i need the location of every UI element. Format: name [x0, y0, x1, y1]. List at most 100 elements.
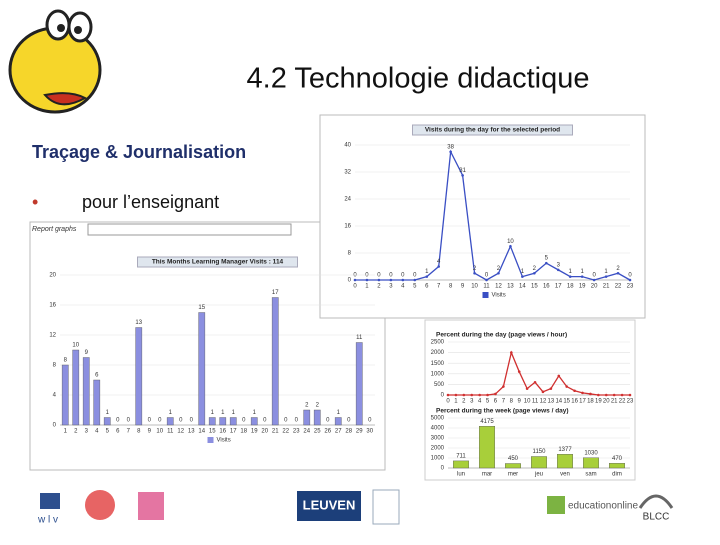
x-tick-label: 25: [314, 429, 321, 435]
value-label: 0: [389, 273, 393, 279]
x-tick-label: 2: [377, 284, 381, 290]
value-label: 0: [592, 273, 596, 279]
frame: [424, 319, 636, 481]
value-label: 1: [569, 269, 573, 275]
footer-logo: BLCC: [643, 512, 670, 523]
x-tick-label: dim: [612, 472, 622, 478]
point: [533, 271, 536, 275]
bar: [531, 456, 548, 469]
logo: [8, 9, 102, 114]
legend-swatch: [207, 437, 214, 443]
x-tick-label: 27: [335, 429, 342, 435]
x-tick-label: 9: [461, 284, 465, 290]
x-tick-label: mer: [508, 472, 518, 478]
chart-title: Percent during the day (page views / hou…: [436, 332, 567, 339]
y-tick-label: 4: [53, 393, 57, 399]
value-label: 17: [272, 290, 279, 296]
y-tick-label: 0: [348, 278, 352, 284]
x-tick-label: 3: [85, 429, 89, 435]
value-label: 1377: [558, 447, 572, 453]
value-label: 1: [521, 269, 525, 275]
bar: [103, 417, 111, 426]
x-tick-label: 11: [532, 399, 539, 405]
value-label: 0: [365, 273, 369, 279]
logo-icon: [85, 490, 115, 520]
chart-title: Percent during the week (page views / da…: [436, 408, 569, 415]
value-label: 9: [85, 350, 89, 356]
point: [377, 278, 381, 282]
x-tick-label: 20: [603, 399, 610, 405]
x-tick-label: 22: [282, 429, 289, 435]
x-tick-label: 26: [324, 429, 331, 435]
bar: [135, 327, 143, 426]
bar: [583, 457, 600, 469]
bar: [219, 417, 227, 426]
value-label: 8: [64, 358, 68, 364]
x-tick-label: 16: [543, 284, 550, 290]
x-tick-label: 11: [167, 429, 174, 435]
x-tick-label: 16: [571, 399, 578, 405]
x-tick-label: 10: [471, 284, 478, 290]
value-label: 1: [106, 410, 110, 416]
value-label: 0: [284, 418, 288, 424]
bar: [61, 364, 69, 426]
value-label: 0: [127, 418, 131, 424]
point: [616, 271, 620, 275]
x-tick-label: ven: [560, 472, 570, 478]
x-tick-label: 0: [353, 284, 357, 290]
value-label: 2: [497, 266, 501, 272]
x-tick-label: 13: [188, 429, 195, 435]
bar: [271, 297, 279, 426]
point: [486, 393, 489, 397]
point: [545, 261, 548, 265]
legend-label: Visits: [492, 293, 506, 299]
x-tick-label: 14: [198, 429, 205, 435]
y-tick-label: 3000: [431, 436, 445, 442]
bar: [505, 463, 522, 469]
value-label: 0: [158, 418, 162, 424]
x-tick-label: 1: [454, 399, 458, 405]
logo-icon: [40, 493, 60, 509]
series-line: [355, 149, 631, 281]
bar: [334, 417, 342, 426]
y-tick-label: 0: [441, 466, 445, 472]
value-label: 0: [413, 273, 417, 279]
y-tick-label: 4000: [431, 426, 445, 432]
value-label: 1: [221, 410, 225, 416]
x-tick-label: 1: [64, 429, 68, 435]
point: [620, 393, 624, 397]
point: [565, 385, 568, 388]
y-tick-label: 1500: [431, 361, 445, 367]
point: [581, 391, 584, 395]
value-label: 1: [211, 410, 215, 416]
title-bg: [412, 124, 573, 136]
point: [502, 385, 505, 388]
x-tick-label: 22: [615, 284, 622, 290]
y-tick-label: 8: [348, 251, 352, 257]
x-tick-label: 8: [449, 284, 453, 290]
point: [470, 393, 474, 397]
x-tick-label: 18: [567, 284, 574, 290]
value-label: 38: [447, 144, 454, 150]
x-tick-label: 6: [425, 284, 429, 290]
value-label: 2: [473, 266, 477, 272]
point: [580, 275, 584, 278]
bar: [229, 417, 237, 426]
x-tick-label: 7: [437, 284, 441, 290]
y-tick-label: 0: [53, 423, 57, 429]
x-tick-label: 21: [272, 429, 279, 435]
footer-logo: w l v: [37, 515, 58, 526]
select-box[interactable]: [87, 223, 292, 236]
x-tick-label: 5: [486, 399, 490, 405]
value-label: 0: [401, 273, 405, 279]
title-bg: [137, 256, 298, 268]
x-tick-label: 4: [478, 399, 482, 405]
x-tick-label: 12: [495, 284, 502, 290]
point: [592, 278, 596, 282]
x-tick-label: 29: [356, 429, 363, 435]
value-label: 0: [263, 418, 267, 424]
y-tick-label: 2000: [431, 446, 445, 452]
point: [604, 275, 608, 278]
point: [494, 392, 497, 396]
